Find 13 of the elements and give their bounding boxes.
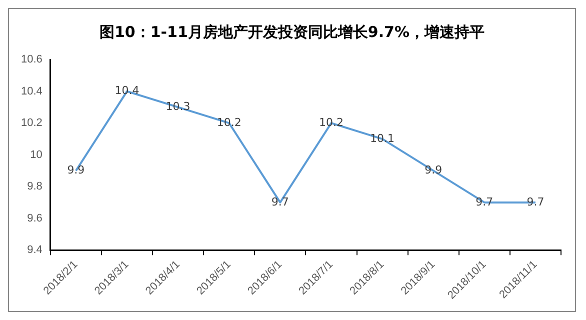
y-tick-label: 10.4 [20,85,42,98]
data-label: 10.4 [114,84,140,98]
y-tick-label: 10.2 [20,117,42,130]
chart-title: 图10：1-11月房地产开发投资同比增长9.7%，增速持平 [98,23,486,42]
y-tick-label: 9.6 [27,212,42,224]
data-label: 9.7 [271,195,289,208]
y-tick-label: 10.6 [20,54,42,66]
data-label: 9.7 [526,195,544,208]
y-tick-label: 9.8 [27,180,42,193]
y-tick-label: 10 [30,148,42,161]
y-tick-label: 9.4 [27,244,42,256]
data-label: 10.2 [318,116,344,129]
data-label: 9.9 [67,164,85,177]
